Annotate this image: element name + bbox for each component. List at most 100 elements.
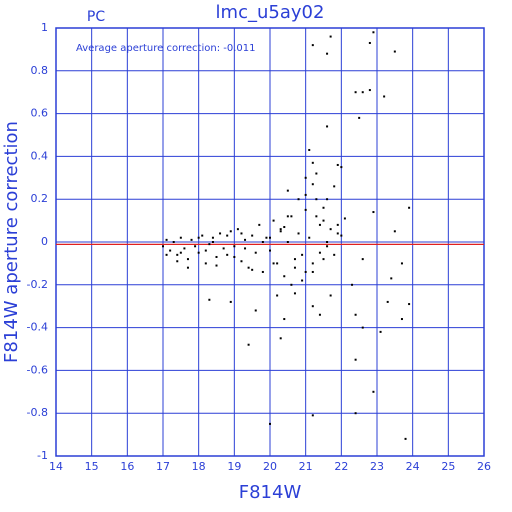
point bbox=[233, 255, 236, 258]
point bbox=[240, 260, 243, 263]
point bbox=[304, 208, 307, 211]
y-tick-label: 0.8 bbox=[31, 64, 49, 77]
point bbox=[354, 412, 357, 415]
point bbox=[308, 148, 311, 151]
point bbox=[290, 283, 293, 286]
point bbox=[208, 243, 211, 246]
point bbox=[215, 255, 218, 258]
x-tick-label: 25 bbox=[441, 460, 455, 473]
x-axis-label: F814W bbox=[239, 482, 302, 503]
point bbox=[297, 232, 300, 235]
point bbox=[361, 258, 364, 261]
point bbox=[165, 238, 168, 241]
point bbox=[372, 211, 375, 214]
y-axis-label: F814W aperture correction bbox=[1, 121, 22, 363]
point bbox=[244, 238, 247, 241]
point bbox=[304, 193, 307, 196]
point bbox=[326, 52, 329, 55]
point bbox=[233, 245, 236, 248]
point bbox=[276, 294, 279, 297]
y-tick-label: -0.6 bbox=[27, 363, 48, 376]
point bbox=[343, 217, 346, 220]
point bbox=[340, 166, 343, 169]
point bbox=[293, 292, 296, 295]
point bbox=[400, 318, 403, 321]
point bbox=[318, 313, 321, 316]
point bbox=[204, 249, 207, 252]
point bbox=[293, 266, 296, 269]
point bbox=[393, 230, 396, 233]
point bbox=[390, 277, 393, 280]
point bbox=[222, 247, 225, 250]
point bbox=[272, 262, 275, 265]
point bbox=[169, 249, 172, 252]
point bbox=[404, 437, 407, 440]
point bbox=[311, 414, 314, 417]
point bbox=[226, 253, 229, 256]
point bbox=[265, 236, 268, 239]
point bbox=[229, 230, 232, 233]
point bbox=[358, 116, 361, 119]
point bbox=[311, 305, 314, 308]
point bbox=[308, 236, 311, 239]
x-tick-label: 26 bbox=[477, 460, 491, 473]
point bbox=[322, 258, 325, 261]
point bbox=[197, 236, 200, 239]
point bbox=[315, 198, 318, 201]
x-tick-label: 20 bbox=[263, 460, 277, 473]
point bbox=[244, 247, 247, 250]
point bbox=[283, 226, 286, 229]
point bbox=[354, 358, 357, 361]
point bbox=[172, 241, 175, 243]
y-tick-label: 1 bbox=[41, 21, 48, 34]
y-tick-label: -0.2 bbox=[27, 278, 48, 291]
y-tick-label: 0 bbox=[41, 235, 48, 248]
point bbox=[354, 91, 357, 94]
x-tick-label: 21 bbox=[299, 460, 313, 473]
point bbox=[204, 262, 207, 265]
point bbox=[286, 215, 289, 218]
x-tick-label: 24 bbox=[406, 460, 420, 473]
y-tick-label: 0.6 bbox=[31, 107, 49, 120]
point bbox=[215, 264, 218, 267]
x-tick-label: 16 bbox=[120, 460, 134, 473]
point bbox=[329, 294, 332, 297]
point bbox=[176, 260, 179, 263]
point bbox=[283, 318, 286, 321]
point bbox=[301, 279, 304, 282]
point bbox=[283, 275, 286, 278]
point bbox=[326, 241, 329, 243]
point bbox=[211, 236, 214, 239]
point bbox=[333, 253, 336, 256]
point bbox=[315, 215, 318, 218]
point bbox=[326, 198, 329, 201]
point bbox=[368, 41, 371, 44]
point bbox=[386, 300, 389, 303]
point bbox=[372, 390, 375, 393]
point bbox=[336, 223, 339, 226]
point bbox=[247, 343, 250, 346]
point bbox=[176, 253, 179, 256]
point bbox=[272, 219, 275, 222]
point bbox=[297, 198, 300, 201]
point bbox=[354, 313, 357, 316]
point bbox=[326, 125, 329, 128]
x-tick-label: 14 bbox=[49, 460, 63, 473]
point bbox=[315, 172, 318, 175]
point bbox=[261, 270, 264, 273]
point bbox=[336, 232, 339, 235]
point bbox=[333, 185, 336, 188]
point bbox=[201, 234, 204, 237]
point bbox=[379, 330, 382, 333]
point bbox=[286, 241, 289, 243]
point bbox=[311, 270, 314, 273]
point bbox=[269, 249, 271, 252]
point bbox=[340, 234, 343, 237]
point bbox=[311, 183, 314, 186]
y-tick-label: -0.8 bbox=[27, 406, 48, 419]
point bbox=[197, 251, 200, 254]
point bbox=[254, 251, 257, 254]
point bbox=[162, 245, 164, 248]
point bbox=[290, 215, 293, 218]
